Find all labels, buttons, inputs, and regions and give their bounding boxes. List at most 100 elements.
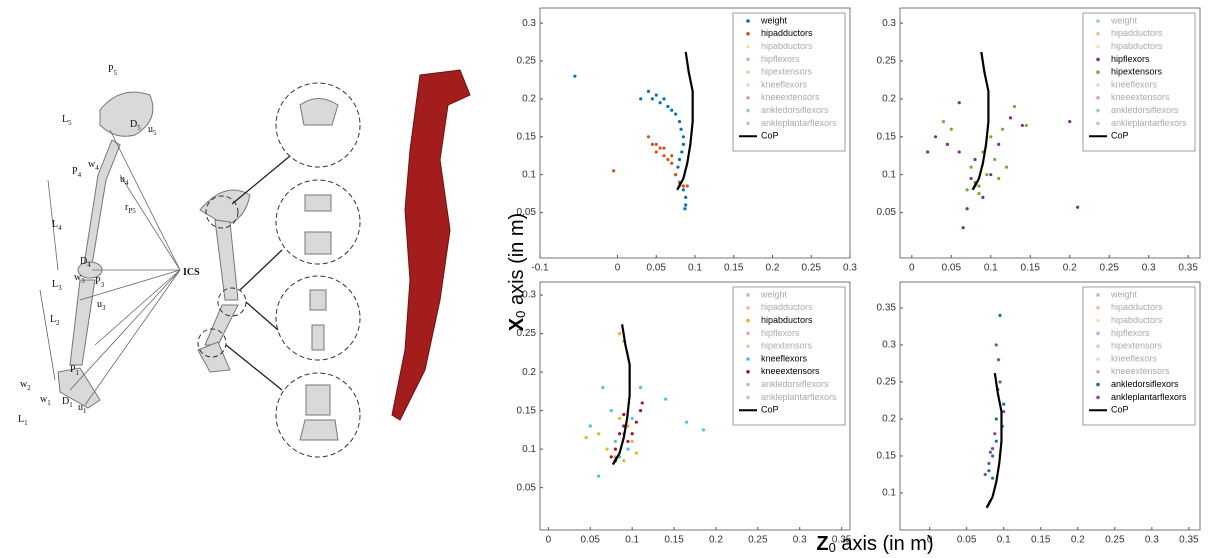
illustration-label: ICS: [183, 267, 200, 278]
scatter-point: [681, 135, 685, 139]
legend-label: kneeextensors: [761, 92, 820, 102]
illustration-label-sub: 1: [83, 407, 87, 415]
scatter-point: [622, 412, 626, 417]
y-tick-label: 0.3: [882, 18, 896, 29]
scatter-point: [941, 120, 946, 124]
x-tick-label: 0.1: [688, 263, 702, 274]
legend-label: ankledorsiflexors: [761, 105, 829, 115]
x-tick-label: 0.3: [1142, 263, 1156, 274]
x-tick-label: 0.25: [802, 263, 822, 274]
cop-line: [971, 51, 990, 191]
illustration-label: u3: [97, 299, 106, 311]
scatter-point: [701, 428, 705, 432]
legend-label: ankledorsiflexors: [761, 379, 829, 389]
scatter-point: [626, 439, 630, 444]
illustration-label: w4: [88, 159, 99, 171]
x-tick-label: 0.15: [664, 535, 684, 546]
scatter-point: [658, 146, 662, 150]
x-tick-label: 0: [546, 535, 552, 546]
scatter-point: [987, 469, 991, 473]
legend-label: ankleplantarflexors: [761, 392, 837, 402]
x-axis-label: Z0 axis (in m): [816, 533, 933, 555]
scatter-point: [985, 173, 989, 177]
scatter-point: [640, 401, 644, 405]
panel: 0 0.05 0.1 0.15 0.2 0.25 0.3 0.35 0.05 0.1 0.15 0.2…: [517, 281, 852, 546]
y-tick-label: 0.1: [882, 169, 896, 180]
illustration-label: P1: [70, 364, 80, 376]
illustration-label-main: w: [20, 379, 28, 390]
legend-marker: [746, 306, 750, 310]
legend-marker: [1096, 382, 1100, 387]
legend-label: hipadductors: [761, 302, 813, 312]
scatter-point: [981, 195, 985, 199]
scatter-point: [1002, 409, 1006, 414]
scatter-point: [622, 459, 626, 463]
legend-label: hipabductors: [761, 315, 813, 325]
scatter-point: [617, 432, 622, 436]
scatter-point: [634, 451, 638, 455]
legend-marker: [1096, 344, 1100, 349]
legend-marker: [1096, 357, 1100, 361]
legend-label: kneeflexors: [1111, 79, 1158, 89]
illustration-label-main: w: [74, 272, 82, 283]
legend-label: CoP: [1111, 131, 1129, 141]
x-tick-label: 0.1: [997, 535, 1011, 546]
x-tick-label: 0.15: [724, 263, 744, 274]
illustration-label: P5: [108, 64, 118, 76]
illustration-label-main: L: [52, 219, 58, 230]
legend-marker: [746, 32, 750, 36]
x-tick-label: 0.1: [984, 263, 998, 274]
legend-label: ankleplantarflexors: [1111, 392, 1187, 402]
legend-label: hipextensors: [1111, 341, 1163, 351]
x-tick-label: 0.15: [1031, 535, 1051, 546]
legend-marker: [746, 344, 750, 349]
y-axis-label-text: axis (in m): [506, 213, 528, 311]
scatter-point: [681, 142, 685, 146]
legend-marker: [1096, 306, 1100, 310]
legend-label: ankleplantarflexors: [1111, 118, 1187, 128]
illustration-label-main: r: [125, 202, 129, 213]
legend-label: hipflexors: [761, 328, 800, 338]
x-tick-label: 0.25: [1105, 535, 1125, 546]
y-tick-label: 0.05: [877, 207, 897, 218]
illustration-label-sub: 4: [125, 179, 129, 187]
panel: -0.1 0 0.05 0.1 0.15 0.2 0.25 0.3 0.05 0.1 0.15 0.2…: [517, 7, 857, 274]
illustration-label-main: u: [120, 174, 125, 185]
scatter-point: [983, 472, 987, 477]
scatter-point: [646, 135, 651, 139]
illustration-label-sub: P5: [128, 207, 136, 215]
scatter-point: [961, 226, 965, 230]
legend-label: hipflexors: [1111, 328, 1150, 338]
scatter-point: [609, 455, 613, 459]
scatter-point: [957, 150, 961, 154]
y-axis-label-symbol: X: [506, 317, 528, 331]
legend-label: weight: [760, 289, 788, 299]
legend-marker: [1096, 96, 1100, 100]
legend-marker: [746, 357, 750, 361]
legend-marker: [746, 83, 750, 87]
scatter-point: [680, 150, 684, 154]
x-tick-label: 0.3: [1145, 535, 1159, 546]
y-tick-label: 0.3: [522, 18, 536, 29]
plots: -0.1 0 0.05 0.1 0.15 0.2 0.25 0.3 0.05 0.1 0.15 0.2…: [517, 7, 1201, 546]
legend-label: hipadductors: [1111, 302, 1163, 312]
x-axis-label-sub: 0: [829, 540, 836, 555]
legend-marker: [746, 331, 750, 336]
scatter-point: [617, 416, 622, 420]
scatter-point: [601, 385, 605, 390]
legend-marker: [1096, 32, 1100, 36]
y-axis-label-sub: 0: [513, 311, 528, 318]
legend-label: ankleplantarflexors: [761, 118, 837, 128]
illustration-label-main: P: [108, 64, 114, 75]
illustration-label: L1: [18, 414, 28, 426]
y-tick-label: 0.25: [877, 56, 897, 67]
x-tick-label: 0.2: [766, 263, 780, 274]
scatter-point: [997, 142, 1001, 146]
illustration-label: D5: [130, 119, 141, 131]
illustration-label-sub: 2: [27, 384, 31, 392]
scatter-point: [945, 142, 949, 146]
scatter-point: [588, 424, 592, 428]
scatter-point: [1004, 165, 1009, 169]
y-tick-label: 0.35: [877, 303, 897, 314]
